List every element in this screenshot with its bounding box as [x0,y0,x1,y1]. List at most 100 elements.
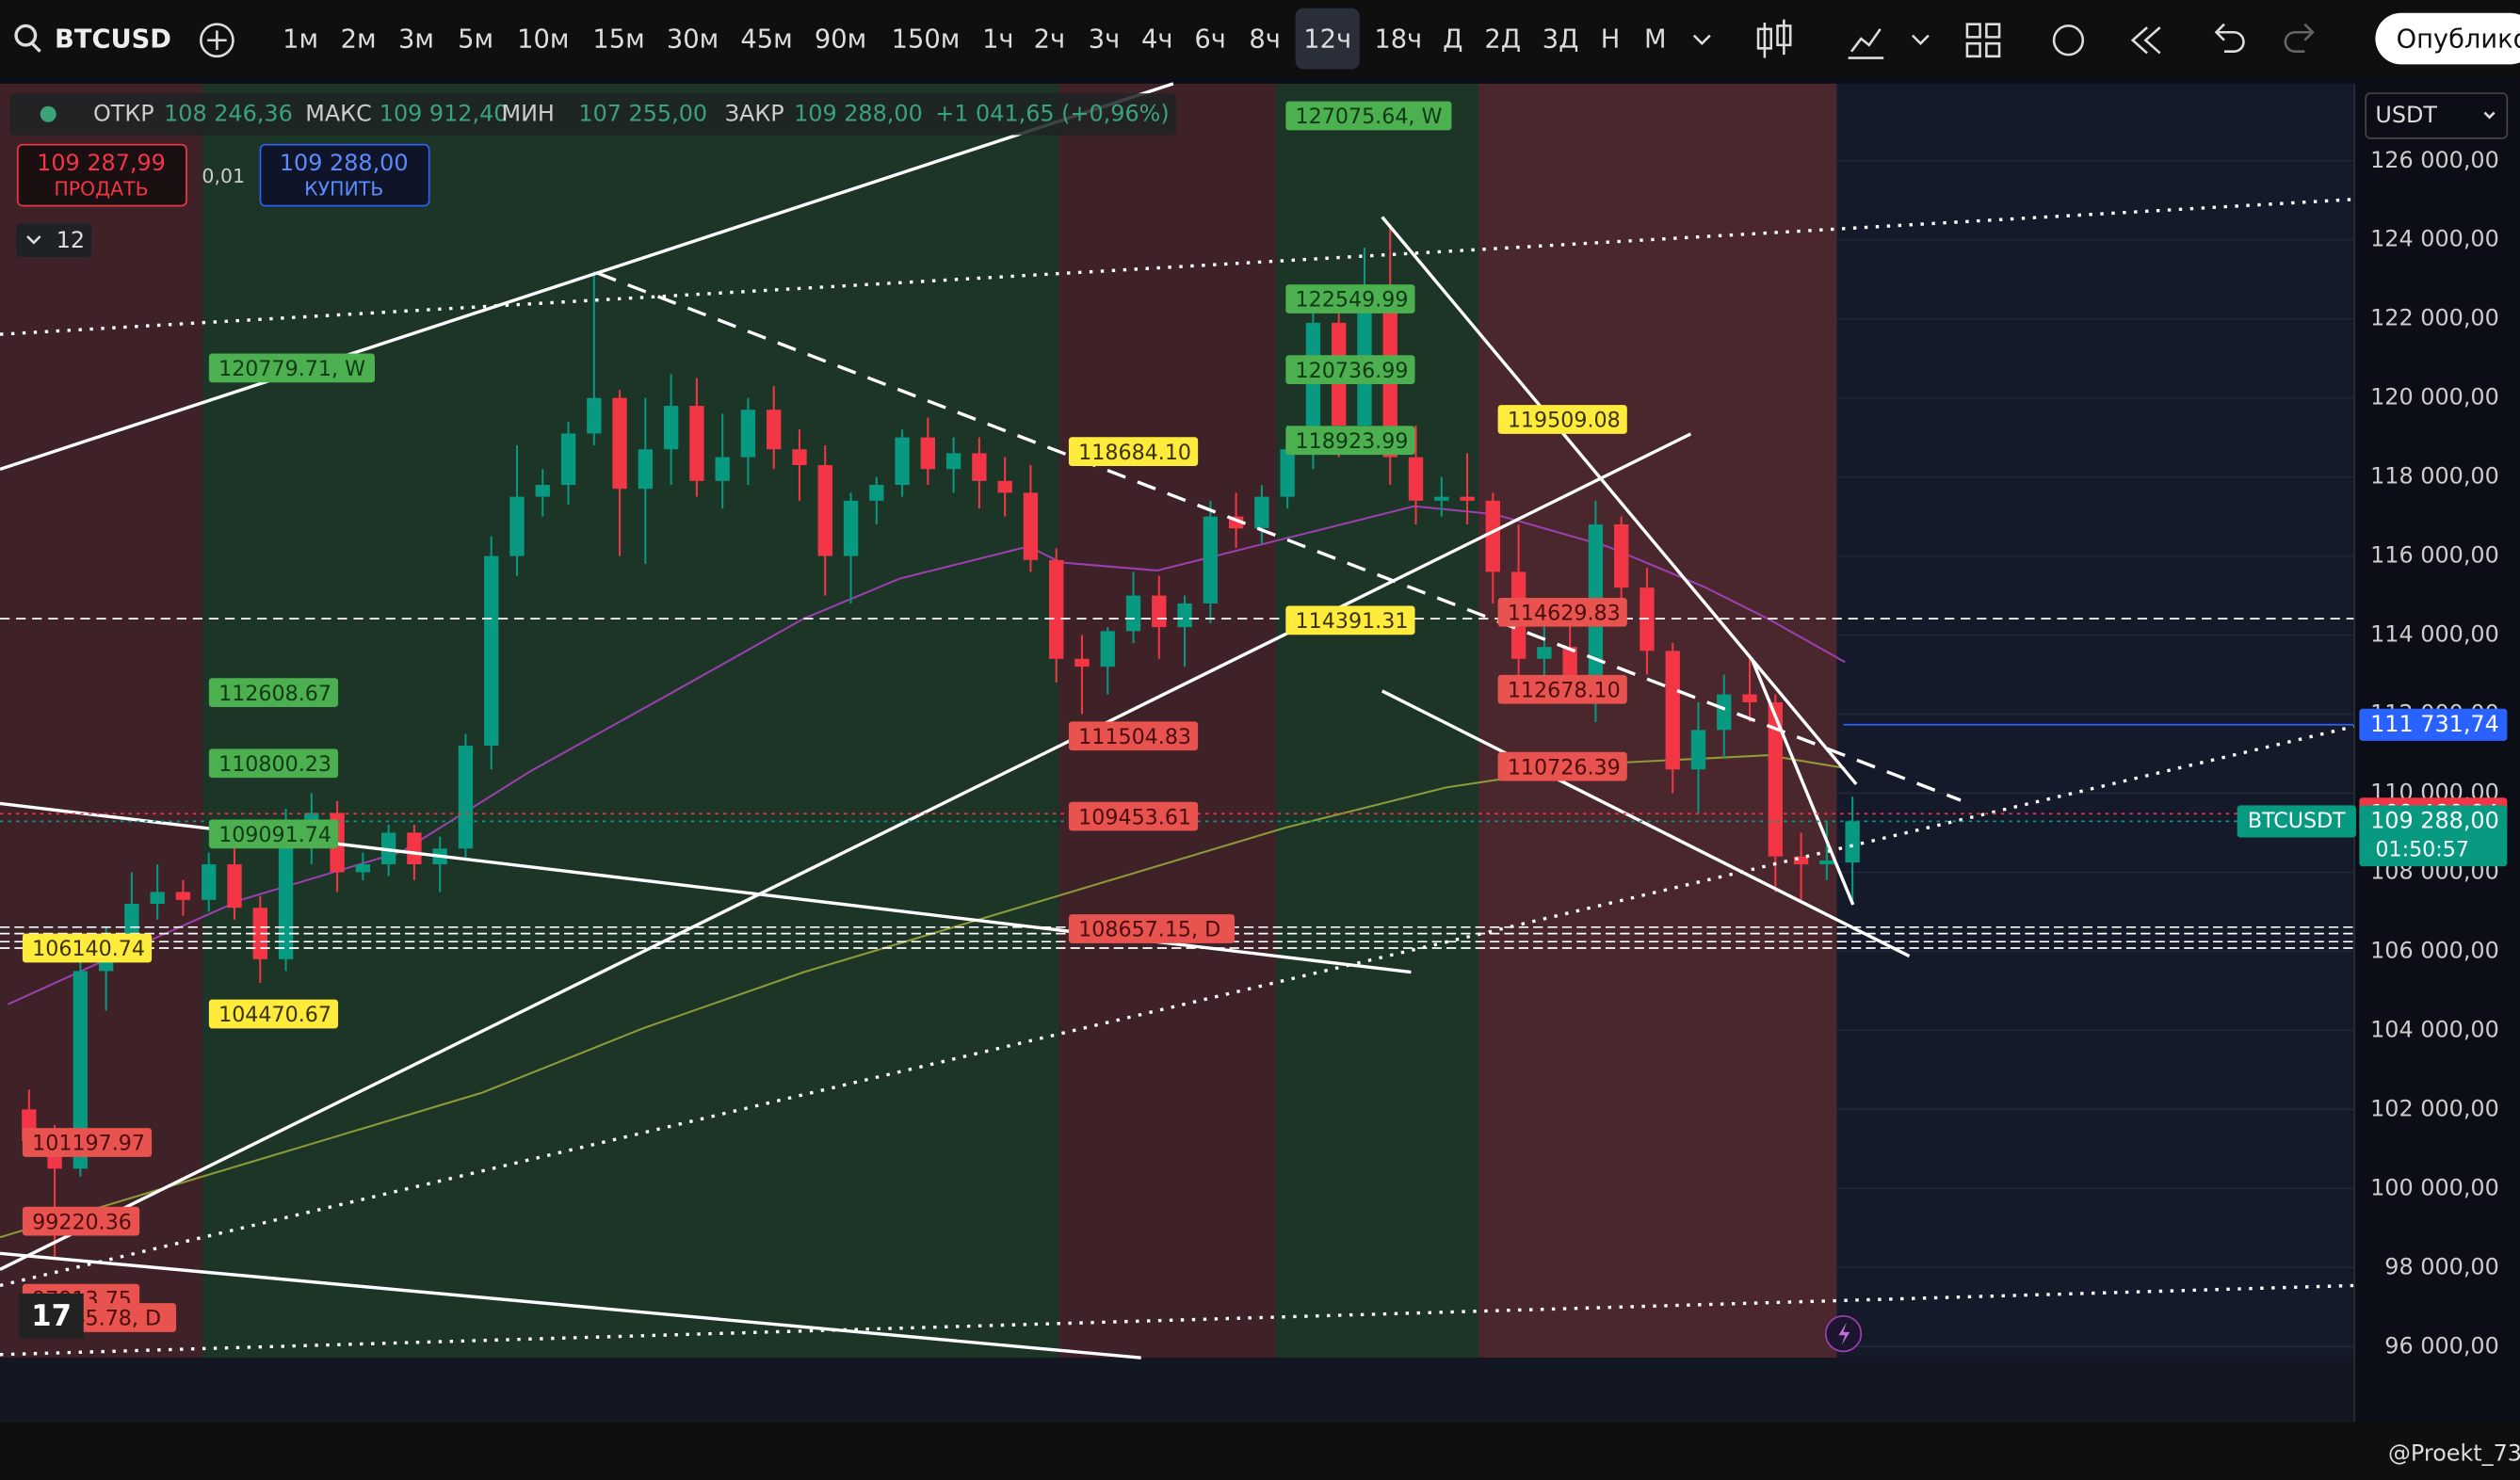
candle-body [1177,603,1192,628]
legend-bar [9,93,1177,136]
indicators[interactable] [1848,28,1884,59]
candle-body [792,449,807,466]
candle-body [278,840,294,959]
interval[interactable]: 10м [517,24,569,54]
add-symbol [207,30,227,51]
price-label: 114391.31 [1296,609,1409,634]
candle-body [740,410,756,458]
price-label-box [22,1128,153,1157]
tv-logo: 17 [31,1299,72,1333]
dropdown[interactable] [1911,34,1930,45]
interval[interactable]: 3Д [1543,24,1579,54]
interval[interactable]: 90м [815,24,866,54]
price-label: 112678.10 [1508,678,1621,702]
chart-type[interactable] [1756,19,1792,58]
sell-button[interactable] [16,143,187,207]
interval[interactable]: 8ч [1249,24,1281,54]
candle-body [843,500,859,556]
add-symbol[interactable] [200,23,234,58]
interval[interactable]: 30м [667,24,719,54]
legend-value: 109 288,00 [794,100,923,126]
price-tick-label: 116 000,00 [2370,542,2499,569]
price-tick-label: 100 000,00 [2370,1174,2499,1200]
price-label: 108657.15, D [1078,918,1220,942]
last-price: 109 288,00 [2370,807,2499,833]
interval[interactable]: 6ч [1194,24,1226,54]
indicators-count: 12 [57,227,85,253]
price-label: 118684.10 [1078,441,1191,465]
interval[interactable]: 45м [740,24,792,54]
interval[interactable]: 12ч [1303,24,1351,54]
candle-body [945,453,961,470]
candle-body [175,892,191,900]
buy-label: КУПИТЬ [304,177,383,200]
price-tick-label: 122 000,00 [2370,305,2499,331]
candle-body [1845,821,1860,863]
legend-value: 109 912,40 [380,100,509,126]
interval[interactable]: 1ч [982,24,1014,54]
interval[interactable]: 15м [592,24,644,54]
candle-body [1485,500,1501,572]
price-label-box [1497,405,1627,434]
price-tick-label: 96 000,00 [2384,1332,2499,1359]
price-label: 109453.61 [1078,805,1191,829]
interval[interactable]: 2Д [1484,24,1521,54]
redo[interactable] [2284,23,2315,53]
interval[interactable]: 2м [341,24,377,54]
interval[interactable]: 18ч [1374,24,1422,54]
candle-body [458,746,474,849]
price-label: 119509.08 [1508,409,1621,433]
trend-line [1381,689,1911,958]
interval[interactable]: 3м [398,24,434,54]
interval[interactable]: М [1644,24,1667,54]
price-label-box [1497,674,1627,704]
price-label-box [1285,355,1415,384]
buy-button[interactable] [259,143,430,207]
price-label-box [1285,284,1415,314]
interval[interactable]: 5м [458,24,493,54]
interval[interactable]: 4ч [1141,24,1173,54]
candle-body [227,864,242,909]
candle-body [535,485,550,497]
candle-body [1768,701,1783,857]
trend-line [1381,216,1858,786]
price-tick-label: 98 000,00 [2384,1253,2499,1279]
interval[interactable]: 150м [892,24,961,54]
replay[interactable] [2130,26,2161,55]
price-label-box [1285,101,1452,131]
price-label-box [22,933,153,963]
candle-body [202,864,217,900]
interval[interactable]: 2ч [1034,24,1066,54]
zone-green [202,83,1059,1359]
search-icon[interactable] [14,24,38,47]
candle-body [817,465,832,556]
zone-green [1276,83,1479,1359]
session-zones [0,83,2355,1423]
candle-body [1537,647,1552,659]
interval[interactable]: 1м [283,24,318,54]
interval[interactable]: Д [1443,24,1462,54]
candle-body [1023,492,1039,560]
indicators-toggle[interactable] [16,223,92,258]
price-tick-label: 102 000,00 [2370,1095,2499,1121]
currency-select[interactable] [2365,92,2509,139]
zone-future [1836,83,2355,1359]
price-label-box [22,1206,140,1236]
publish-button[interactable] [2375,12,2520,65]
interval[interactable]: 3ч [1089,24,1121,54]
watermark: @Proekt_73 [2388,1440,2520,1467]
legend-label: МИН [501,100,554,126]
legend-label: МАКС [305,100,372,126]
undo[interactable] [2214,23,2245,53]
candle-body [1203,516,1219,603]
price-label-box [1285,426,1415,456]
price-tick-label: 104 000,00 [2370,1016,2499,1042]
interval[interactable]: Н [1601,24,1621,54]
alert[interactable] [2052,24,2085,56]
tv-logo [19,1293,84,1339]
price-label: 112608.67 [218,682,331,706]
layouts[interactable] [1965,23,2001,58]
price-tick-label: 106 000,00 [2370,937,2499,963]
symbol[interactable]: BTCUSD [55,24,171,54]
